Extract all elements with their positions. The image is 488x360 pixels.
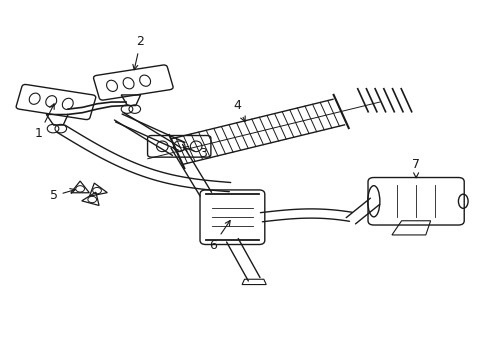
Text: 7: 7: [411, 158, 419, 178]
Text: 6: 6: [209, 221, 230, 252]
Text: 3: 3: [183, 147, 207, 160]
Text: 4: 4: [233, 99, 244, 121]
Text: 5: 5: [49, 189, 75, 202]
Text: 1: 1: [35, 104, 54, 140]
Text: 2: 2: [133, 35, 144, 70]
